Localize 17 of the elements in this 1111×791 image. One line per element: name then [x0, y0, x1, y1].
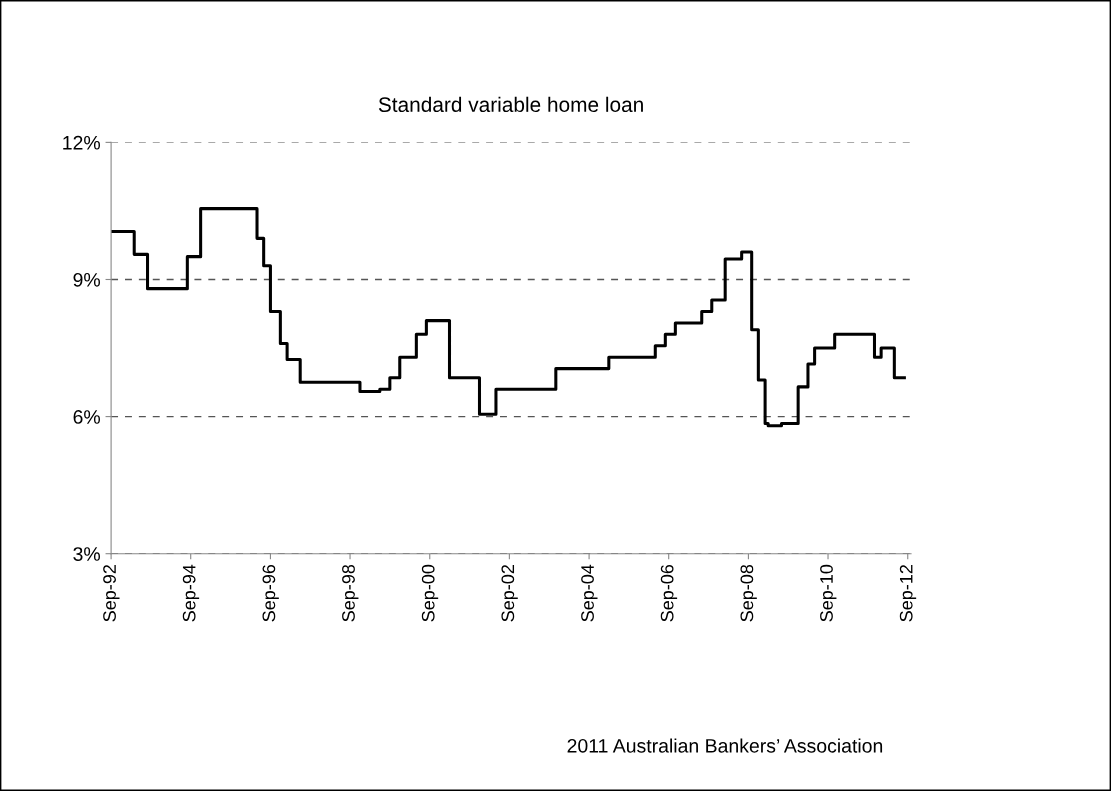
- x-tick-label: Sep-00: [421, 564, 439, 622]
- x-tick-label: Sep-98: [342, 564, 359, 622]
- x-tick-label: Sep-92: [103, 565, 120, 622]
- x-tick-label: Sep-08: [740, 564, 757, 622]
- y-tick-label: 3%: [73, 547, 100, 561]
- y-tick-label: 6%: [73, 410, 100, 424]
- x-tick-label: Sep-06: [660, 564, 678, 622]
- y-tick-label: 9%: [73, 272, 100, 287]
- chart-title: Standard variable home loan: [378, 96, 643, 113]
- x-tick-label: Sep-94: [182, 564, 200, 622]
- x-tick-label: Sep-96: [262, 564, 279, 622]
- x-tick-label: Sep-10: [820, 564, 837, 622]
- x-tick-label: Sep-04: [581, 564, 598, 622]
- text: 2011 Australian Bankers’ Association: [567, 738, 883, 753]
- y-tick-label: 12%: [63, 135, 100, 150]
- x-tick-label: Sep-12: [899, 565, 917, 622]
- x-tick-label: Sep-02: [501, 565, 518, 622]
